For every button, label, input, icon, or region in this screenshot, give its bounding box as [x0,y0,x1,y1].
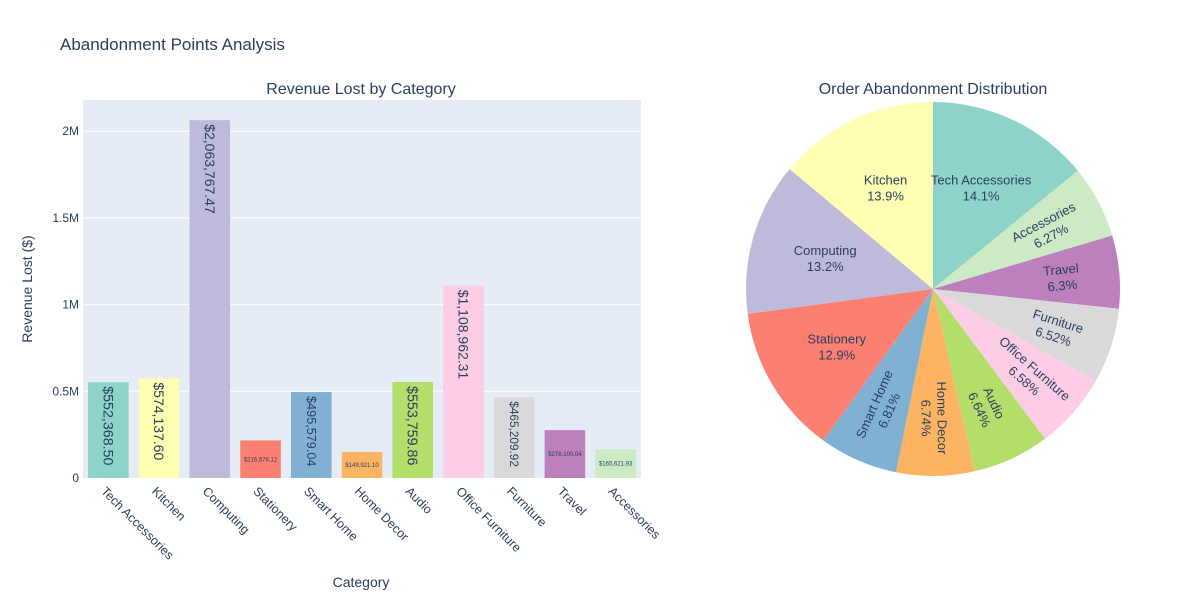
bar-chart: 0 0.5M 1M 1.5M 2M $552,368.50 $574,137.60 $2,0… [19,81,663,590]
pie-slice-accessories [933,170,1113,289]
bar-value-label: $465,209.92 [507,401,521,467]
pie-slice-percent: 14.1% [963,189,1000,204]
bar-y-ticks: 0 0.5M 1M 1.5M 2M [52,124,79,485]
bar-accessories [595,449,636,478]
bar-furniture [493,397,535,478]
bar-value-label: $495,579.04 [304,396,318,466]
pie-slice-travel [933,235,1121,309]
pie-slice-name: Kitchen [864,172,907,187]
bar-chart-title: Revenue Lost by Category [266,81,455,98]
bar-y-tick-label: 2M [62,124,79,138]
bar-audio [392,381,434,478]
pie-chart: Order Abandonment Distribution Tech Acce… [745,81,1121,476]
bar-y-tick-label: 1M [62,298,79,312]
bar-computing [189,120,231,478]
pie-slices [745,102,1121,476]
pie-chart-title: Order Abandonment Distribution [819,81,1048,98]
bar-office-furniture [443,285,484,478]
bar-x-axis-title: Category [333,574,390,590]
pie-slice-name: Tech Accessories [931,173,1032,188]
pie-slice-audio [933,289,1045,472]
bar-x-tick-label: Audio [403,484,436,517]
bar-home-decor [341,452,383,478]
pie-slice-furniture [933,289,1119,382]
bar-value-label: $165,621.93 [599,462,633,468]
pie-slice-office-furniture [933,289,1096,439]
pie-slice-name: Computing [794,243,857,258]
bar-value-label: $149,921.10 [345,463,379,469]
bar-smart-home [290,392,332,478]
bar-x-tick-label: Kitchen [149,484,188,523]
bar-value-label: $552,368.50 [99,386,115,465]
pie-slice-percent: 13.9% [867,188,904,203]
bar-y-axis-title: Revenue Lost ($) [19,235,35,342]
bar-value-label: $574,137.60 [151,382,167,460]
main-title: Abandonment Points Analysis [60,35,285,54]
bar-y-tick-label: 0 [72,471,79,485]
bar-series: $552,368.50 $574,137.60 $2,063,767.47 $216,… [88,120,636,478]
bar-travel [544,430,586,478]
bar-x-tick-label: Stationery [250,484,300,534]
bar-x-tick-label: Furniture [504,484,549,529]
pie-slice-computing [745,168,933,314]
pie-slice-home-decor [895,289,975,476]
bar-x-tick-label: Travel [555,484,589,518]
bar-value-label: $2,063,767.47 [202,124,218,214]
bar-kitchen [138,378,180,478]
bar-y-tick-label: 0.5M [52,384,79,398]
pie-slice-percent: 13.2% [807,259,844,274]
pie-slice-name: Travel [1042,261,1079,279]
bar-y-tick-label: 1.5M [52,211,79,225]
bar-value-label: $553,759.86 [404,386,420,465]
pie-slice-tech-accessories [933,102,1078,289]
pie-slice-name: Stationery [807,332,866,347]
bar-value-label: $276,100.04 [548,452,582,458]
pie-slice-percent: 12.9% [818,348,855,363]
pie-slice-smart-home [823,289,933,473]
bar-tech-accessories [88,382,129,478]
pie-slice-name: Home Decor [934,381,950,455]
pie-slice-stationery [747,289,933,441]
bar-x-tick-label: Accessories [606,484,664,542]
bar-x-tick-label: Computing [200,484,253,537]
pie-slice-kitchen [789,102,933,289]
pie-slice-percent: 6.74% [918,400,933,437]
bar-value-label: $1,108,962.31 [456,290,472,380]
bar-stationery [240,440,281,478]
pie-slice-percent: 6.3% [1047,277,1078,295]
bar-value-label: $216,676.12 [244,457,278,463]
